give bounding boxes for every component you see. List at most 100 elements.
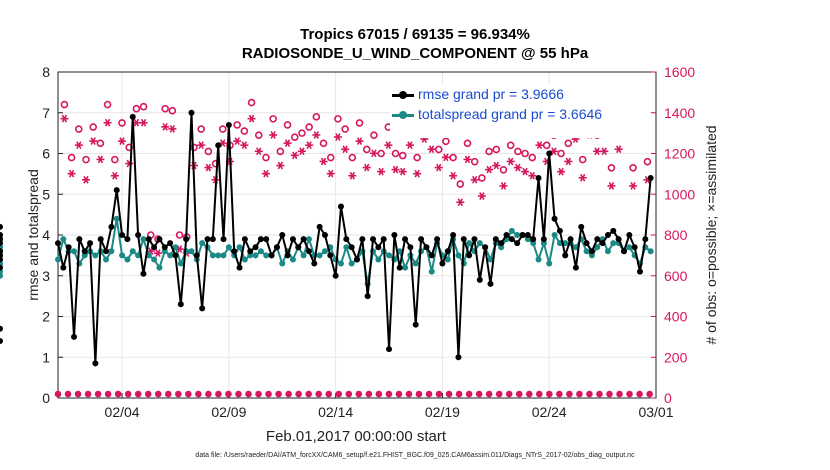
- obs-assimilated-stroke: [241, 141, 248, 150]
- obs-assimilated-stroke: [306, 141, 312, 150]
- rmse-point: [0, 256, 3, 263]
- rmse-point: [71, 333, 78, 340]
- obs-assimilated-stroke: [76, 141, 82, 150]
- obs-assimilated-stroke: [443, 153, 449, 162]
- obs-possible-marker: [103, 100, 112, 109]
- obs-assimilated-marker: [233, 137, 242, 145]
- obs-assimilated-stroke: [133, 118, 140, 127]
- obs-zero-marker: [616, 390, 623, 398]
- obs-assimilated-stroke: [234, 137, 240, 145]
- totalspread-point: [583, 248, 590, 255]
- rmse-point: [588, 248, 595, 255]
- rmse-point: [530, 236, 537, 243]
- obs-assimilated-marker: [600, 147, 609, 156]
- obs-zero-marker: [495, 390, 503, 398]
- obs-assimilated-marker: [362, 163, 371, 172]
- obs-possible-marker: [449, 153, 457, 162]
- rmse-point: [620, 248, 627, 255]
- legend-label-spread: totalspread grand pr = 3.6646: [418, 106, 603, 122]
- obs-assimilated-marker: [103, 118, 112, 127]
- obs-zero-marker: [94, 390, 102, 398]
- obs-assimilated-stroke: [220, 139, 226, 147]
- y2-tick-label: 800: [664, 227, 688, 243]
- obs-assimilated-marker: [499, 182, 508, 190]
- obs-zero-marker: [455, 390, 463, 398]
- obs-assimilated-stroke: [457, 198, 463, 207]
- obs-assimilated-stroke: [507, 157, 514, 166]
- y2-tick-label: 1000: [664, 186, 695, 202]
- obs-assimilated-marker: [449, 171, 458, 180]
- rmse-point: [407, 244, 414, 251]
- totalspread-point: [60, 236, 67, 243]
- totalspread-point: [55, 256, 61, 263]
- obs-possible-marker: [557, 149, 565, 158]
- totalspread-point: [215, 252, 222, 259]
- obs-assimilated-stroke: [328, 169, 334, 178]
- y2-tick-label: 1400: [664, 105, 695, 121]
- obs-assimilated-stroke: [155, 249, 161, 258]
- obs-possible-marker: [276, 147, 285, 156]
- obs-assimilated-stroke: [335, 133, 341, 141]
- rmse-point: [455, 354, 462, 361]
- obs-possible-marker: [370, 131, 378, 139]
- obs-zero-marker: [596, 390, 603, 398]
- rmse-point: [540, 236, 547, 243]
- obs-assimilated-marker: [593, 147, 602, 156]
- y2-tick-label: 0: [664, 390, 672, 406]
- obs-possible-marker: [168, 106, 177, 115]
- obs-assimilated-stroke: [61, 114, 68, 123]
- totalspread-point: [103, 256, 110, 263]
- obs-assimilated-stroke: [248, 114, 255, 123]
- obs-possible-marker: [240, 127, 249, 135]
- obs-possible-marker: [434, 145, 443, 154]
- rmse-point: [615, 236, 622, 243]
- rmse-point: [471, 236, 478, 243]
- totalspread-point: [604, 248, 611, 255]
- totalspread-point: [172, 244, 179, 251]
- obs-zero-marker: [646, 390, 653, 398]
- rmse-point: [423, 244, 430, 251]
- obs-assimilated-marker: [290, 151, 299, 160]
- x-tick-label: 03/01: [638, 404, 673, 420]
- x-tick-label: 02/14: [318, 404, 353, 420]
- obs-zero-marker: [445, 390, 453, 398]
- obs-zero-marker: [275, 390, 282, 398]
- totalspread-point: [337, 260, 344, 267]
- obs-assimilated-marker: [629, 182, 638, 190]
- obs-possible-marker: [470, 157, 479, 166]
- rmse-point: [311, 260, 318, 267]
- obs-assimilated-marker: [110, 171, 119, 180]
- obs-assimilated-marker: [434, 163, 443, 172]
- totalspread-point: [466, 240, 473, 247]
- rmse-point: [231, 248, 238, 255]
- legend-item-spread: totalspread grand pr = 3.6646: [390, 106, 650, 124]
- rmse-point: [0, 325, 3, 332]
- rmse-line: [57, 111, 652, 365]
- rmse-point: [482, 244, 489, 251]
- obs-zero-marker: [305, 390, 312, 398]
- obs-possible-marker: [643, 157, 652, 166]
- obs-possible-marker: [204, 147, 213, 156]
- rmse-point: [113, 187, 120, 194]
- y-tick-label: 6: [42, 146, 50, 162]
- obs-zero-marker: [385, 390, 393, 398]
- rmse-point: [418, 236, 425, 243]
- totalspread-point: [647, 248, 654, 255]
- obs-assimilated-marker: [60, 114, 69, 123]
- totalspread-point: [124, 256, 131, 263]
- rmse-point: [348, 244, 355, 251]
- y-tick-label: 4: [42, 227, 50, 243]
- obs-assimilated-stroke: [479, 192, 485, 200]
- rmse-point: [396, 264, 403, 271]
- obs-zero-marker: [425, 390, 433, 398]
- obs-assimilated-stroke: [464, 155, 471, 164]
- legend: rmse grand pr = 3.9666 totalspread grand…: [390, 84, 650, 138]
- obs-assimilated-marker: [607, 182, 616, 190]
- obs-assimilated-marker: [578, 173, 587, 182]
- obs-assimilated-marker: [564, 157, 573, 166]
- totalspread-point: [236, 244, 243, 251]
- rmse-point: [172, 252, 179, 259]
- obs-assimilated-stroke: [205, 163, 212, 172]
- obs-zero-marker: [245, 390, 252, 398]
- rmse-point: [514, 240, 521, 247]
